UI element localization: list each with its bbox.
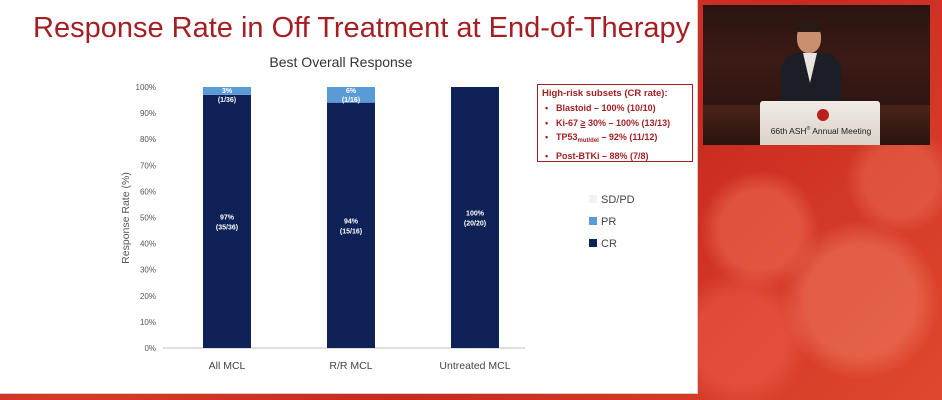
legend-label: CR (601, 238, 617, 250)
speaker-hair (796, 20, 822, 32)
y-tick-label: 80% (140, 135, 156, 144)
y-tick-label: 30% (140, 266, 156, 275)
high-risk-item-post-btki: • Post-BTKi – 88% (7/8) (545, 150, 649, 161)
bar-cr-2 (451, 87, 499, 348)
high-risk-item-ki67: • Ki-67 ≥ 30% – 100% (13/13) (545, 117, 671, 128)
legend-swatch-sd-pd (589, 195, 597, 203)
y-tick-label: 100% (136, 83, 156, 92)
legend-swatch-cr (589, 239, 597, 247)
data-label: (1/16) (342, 97, 360, 104)
chart-title: Best Overall Response (269, 54, 412, 70)
y-tick-label: 90% (140, 109, 156, 118)
response-rate-chart: Best Overall Response Response Rate (%) … (120, 54, 635, 372)
high-risk-item-blastoid: • Blastoid – 100% (10/10) (545, 103, 656, 113)
high-risk-list: • Blastoid – 100% (10/10) • Ki-67 ≥ 30% … (542, 101, 688, 163)
ash-logo-icon (817, 109, 829, 121)
meeting-sign: 66th ASH® Annual Meeting (770, 126, 872, 136)
y-tick-label: 0% (144, 344, 156, 353)
high-risk-subsets-box: High-risk subsets (CR rate): • Blastoid … (537, 84, 693, 162)
high-risk-item-tp53: • TP53mut/del – 92% (11/12) (545, 132, 658, 144)
y-tick-label: 70% (140, 161, 156, 170)
data-label: 97% (220, 214, 235, 221)
data-label: (20/20) (464, 221, 486, 228)
legend-label: PR (601, 216, 616, 228)
high-risk-title: High-risk subsets (CR rate): (542, 88, 668, 99)
y-tick-label: 60% (140, 187, 156, 196)
y-axis-label: Response Rate (%) (120, 172, 132, 264)
bar-pr-1 (327, 87, 375, 103)
slide-title: Response Rate in Off Treatment at End-of… (33, 12, 691, 44)
y-tick-label: 10% (140, 318, 156, 327)
data-label: 3% (222, 88, 233, 95)
y-tick-label: 40% (140, 240, 156, 249)
y-tick-label: 20% (140, 292, 156, 301)
data-label: 6% (346, 88, 357, 95)
bar-cr-1 (327, 102, 375, 348)
x-tick-label: All MCL (209, 360, 246, 372)
presentation-slide: Response Rate in Off Treatment at End-of… (0, 0, 698, 394)
data-label: 100% (466, 211, 485, 218)
bar-cr-0 (203, 94, 251, 348)
speaker-video-feed: 66th ASH® Annual Meeting (703, 5, 930, 145)
data-label: (35/36) (216, 224, 238, 231)
x-tick-label: Untreated MCL (439, 360, 510, 372)
podium (760, 101, 880, 145)
data-label: (15/16) (340, 228, 362, 235)
bar-pr-0 (203, 87, 251, 95)
x-tick-label: R/R MCL (329, 360, 372, 372)
y-tick-label: 50% (140, 214, 156, 223)
legend-label: SD/PD (601, 194, 635, 206)
legend-swatch-pr (589, 217, 597, 225)
data-label: (1/36) (218, 97, 236, 104)
data-label: 94% (344, 218, 359, 225)
